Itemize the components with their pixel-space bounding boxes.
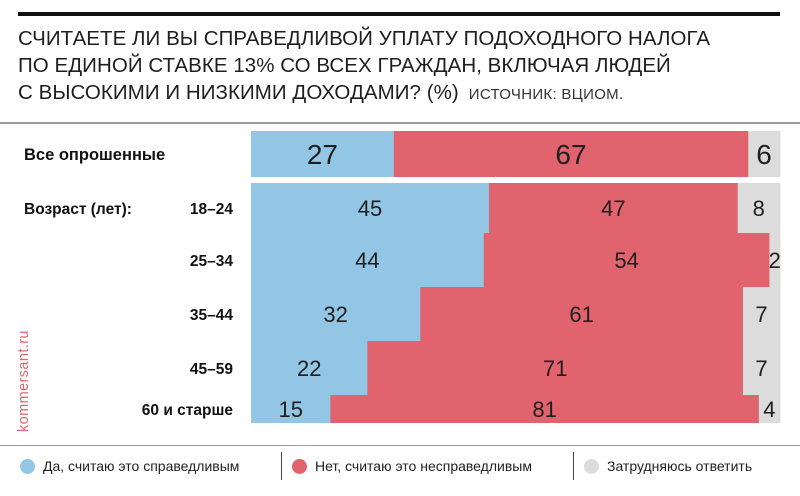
category-label: 60 и старше: [142, 402, 234, 419]
bar-yes: [251, 341, 368, 395]
age-group-label: Возраст (лет):: [24, 201, 132, 218]
category-label: 35–44: [190, 307, 233, 324]
bar-no: [330, 395, 760, 423]
legend-item-hard: Затрудняюсь ответить: [584, 448, 752, 484]
bar-no: [393, 131, 749, 177]
data-label-no: 47: [601, 196, 625, 221]
title-line-3-text: С ВЫСОКИМИ И НИЗКИМИ ДОХОДАМИ? (%): [18, 81, 459, 104]
data-label-yes: 15: [278, 397, 302, 422]
legend-swatch-yes: [20, 458, 35, 474]
category-label: 45–59: [190, 361, 233, 378]
category-label: Все опрошенные: [24, 146, 165, 164]
title-line-3: С ВЫСОКИМИ И НИЗКИМИ ДОХОДАМИ? (%) ИСТОЧН…: [18, 79, 778, 108]
category-label: 25–34: [190, 253, 233, 270]
data-label-no: 71: [543, 356, 567, 381]
bar-hard: [737, 183, 781, 233]
legend-item-no: Нет, считаю это несправедливым: [292, 448, 532, 484]
data-label-hard: 7: [755, 302, 767, 327]
bar-no: [420, 287, 744, 341]
data-label-hard: 4: [763, 397, 775, 422]
bar-no: [483, 233, 770, 287]
data-label-yes: 44: [355, 248, 379, 273]
legend-label-no: Нет, считаю это несправедливым: [315, 458, 532, 474]
legend-swatch-hard: [584, 458, 599, 474]
bar-no: [367, 341, 744, 395]
legend: Да, считаю это справедливым Нет, считаю …: [0, 448, 800, 488]
legend-separator: [0, 445, 800, 447]
data-label-yes: 22: [297, 356, 321, 381]
title-separator: [0, 122, 800, 124]
data-label-yes: 32: [323, 302, 347, 327]
legend-swatch-no: [292, 458, 307, 474]
title-line-1: СЧИТАЕТЕ ЛИ ВЫ СПРАВЕДЛИВОЙ УПЛАТУ ПОДОХ…: [18, 27, 711, 50]
bar-no: [489, 183, 739, 233]
data-label-hard: 8: [753, 196, 765, 221]
data-label-hard: 6: [756, 139, 772, 170]
bar-hard: [769, 233, 781, 287]
bar-yes: [251, 183, 490, 233]
data-label-yes: 45: [358, 196, 382, 221]
chart-title: СЧИТАЕТЕ ЛИ ВЫ СПРАВЕДЛИВОЙ УПЛАТУ ПОДОХ…: [18, 25, 778, 108]
data-label-no: 54: [614, 248, 638, 273]
bar-yes: [251, 287, 421, 341]
bar-hard: [742, 341, 781, 395]
bar-yes: [251, 395, 331, 423]
top-rule: [18, 12, 780, 16]
data-label-hard: 2: [769, 248, 781, 273]
data-label-no: 67: [555, 139, 586, 170]
legend-label-hard: Затрудняюсь ответить: [607, 458, 753, 474]
bar-yes: [251, 233, 485, 287]
legend-item-yes: Да, считаю это справедливым: [20, 448, 239, 484]
category-label: 18–24: [190, 201, 233, 218]
title-line-2: ПО ЕДИНОЙ СТАВКЕ 13% СО ВСЕХ ГРАЖДАН, ВК…: [18, 54, 671, 77]
watermark: kommersant.ru: [16, 330, 32, 432]
data-label-no: 81: [532, 397, 556, 422]
data-label-hard: 7: [755, 356, 767, 381]
bar-hard: [758, 395, 781, 423]
bar-hard: [742, 287, 781, 341]
legend-label-yes: Да, считаю это справедливым: [43, 458, 240, 474]
data-label-no: 61: [569, 302, 593, 327]
bar-hard: [748, 131, 781, 177]
bar-yes: [251, 131, 395, 177]
source-note: ИСТОЧНИК: ВЦИОМ.: [468, 86, 624, 103]
data-label-yes: 27: [307, 139, 338, 170]
legend-divider: [573, 452, 574, 480]
legend-divider: [281, 452, 282, 480]
